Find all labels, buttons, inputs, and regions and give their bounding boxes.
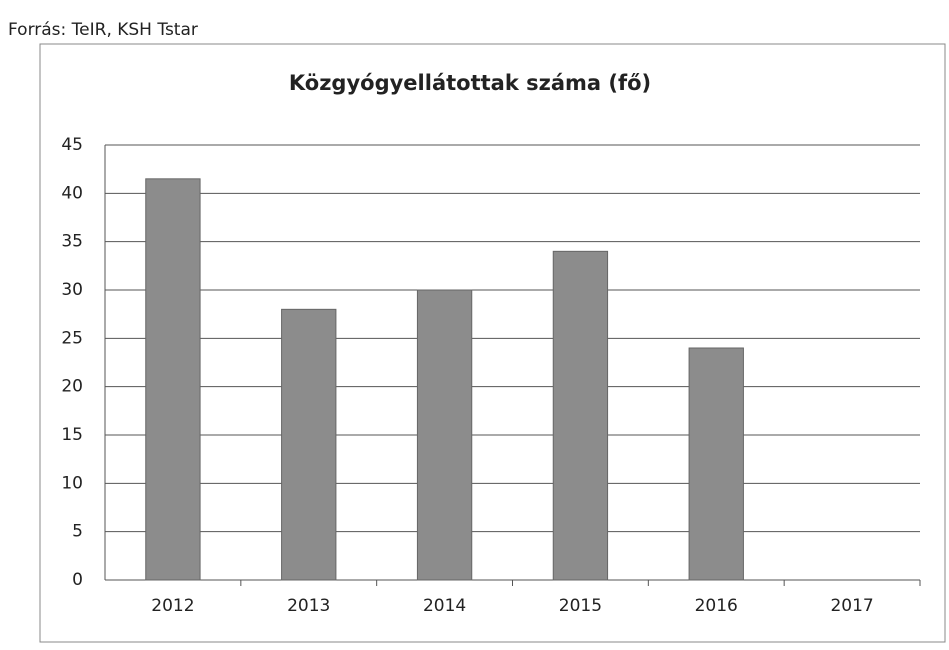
bar	[552, 250, 609, 581]
y-tick-label: 20	[61, 377, 83, 397]
bar	[416, 289, 473, 581]
y-tick-label: 45	[61, 135, 83, 155]
y-tick-label: 30	[61, 280, 83, 300]
x-tick-label: 2013	[287, 596, 330, 616]
y-tick-label: 15	[61, 425, 83, 445]
x-tick-label: 2017	[830, 596, 873, 616]
bar	[145, 178, 201, 581]
source-note: Forrás: TeIR, KSH Tstar	[8, 20, 198, 40]
y-tick-label: 35	[61, 232, 83, 252]
x-tick-label: 2012	[151, 596, 194, 616]
chart-title: Közgyógyellátottak száma (fő)	[289, 71, 651, 95]
x-tick-label: 2015	[559, 596, 602, 616]
y-tick-label: 10	[61, 473, 83, 493]
y-tick-label: 0	[72, 570, 83, 590]
y-tick-label: 25	[61, 328, 83, 348]
y-tick-label: 5	[72, 522, 83, 542]
bar	[688, 347, 744, 581]
x-tick-label: 2014	[423, 596, 466, 616]
x-tick-label: 2016	[695, 596, 738, 616]
bar	[281, 308, 337, 581]
y-tick-label: 40	[61, 183, 83, 203]
